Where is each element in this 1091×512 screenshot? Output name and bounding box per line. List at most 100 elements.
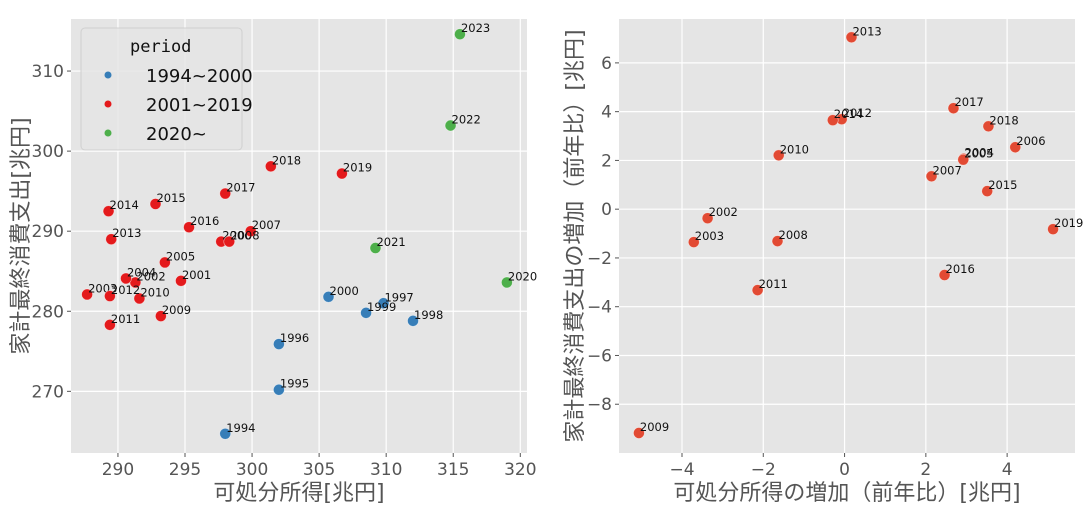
data-point-label: 2014 [110, 198, 139, 212]
data-point-label: 2020 [508, 269, 537, 283]
x-tick-label: 295 [169, 460, 201, 480]
right-scatter-plot: −4 −2 0 2 4 −8 −6 −4 −2 0 2 4 6 可処分所得の増加（前年比）[兆円] 家計最終… [563, 19, 1083, 506]
data-point [369, 242, 382, 254]
data-point-label: 2004 [965, 146, 994, 160]
data-point-label: 2005 [166, 249, 195, 263]
data-point-label: 2007 [933, 163, 962, 177]
data-point [175, 275, 187, 287]
x-tick-label: 2 [920, 460, 931, 480]
data-point [981, 185, 994, 197]
legend-marker [104, 71, 112, 79]
x-axis-label: 可処分所得[兆円] [213, 481, 384, 506]
x-tick-label: 305 [303, 460, 335, 480]
data-point-label: 2009 [162, 303, 191, 317]
data-point [1047, 223, 1059, 235]
legend-entry-label: 2020~ [146, 124, 207, 145]
data-point [104, 319, 116, 331]
data-point [771, 235, 784, 247]
y-tick-label: −4 [587, 298, 612, 318]
data-point [925, 170, 938, 183]
data-point-label: 2021 [376, 235, 405, 249]
data-point [687, 236, 700, 248]
data-point-label: 2001 [182, 268, 211, 282]
data-point-label: 2014 [834, 107, 863, 121]
y-axis-label: 家計最終消費支出[兆円] [9, 117, 34, 354]
data-point [444, 119, 457, 132]
data-point [407, 315, 419, 327]
series-2020~: 2020 2021 2022 2023 [369, 21, 537, 289]
data-point-label: 2018 [272, 153, 301, 167]
data-point-label: 1997 [384, 290, 413, 304]
data-point-label: 2015 [156, 191, 185, 205]
x-axis-ticks: −4 −2 0 2 4 [669, 453, 1013, 480]
data-point [454, 28, 466, 41]
y-tick-label: −8 [587, 395, 612, 415]
data-point [273, 383, 285, 396]
data-point [772, 149, 785, 162]
data-point-label: 2015 [988, 178, 1017, 192]
data-point-label: 2012 [843, 106, 872, 120]
data-point-label: 1996 [280, 331, 309, 345]
data-point [751, 284, 764, 296]
data-point [102, 205, 115, 217]
series-2001~2019: 2001200220032004200520062007200820092010… [81, 153, 372, 331]
legend-entry-label: 1994~2000 [146, 66, 253, 87]
data-point-label: 2000 [330, 284, 359, 298]
data-point-label: 2012 [111, 283, 140, 297]
data-point-label: 2007 [252, 218, 281, 232]
data-point-label: 2010 [780, 142, 809, 156]
data-point [219, 427, 232, 440]
y-tick-label: 270 [32, 382, 64, 402]
x-tick-label: 315 [437, 460, 469, 480]
y-axis-ticks: −8 −6 −4 −2 0 2 4 6 [587, 54, 619, 415]
data-point [501, 276, 513, 289]
data-point-label: 2016 [190, 214, 219, 228]
data-point-label: 2013 [112, 226, 141, 240]
data-point [81, 288, 93, 301]
plot-area [619, 19, 1075, 453]
data-point-label: 2002 [709, 205, 738, 219]
left-scatter-plot: 290 295 300 305 310 315 320270280290300310可処分所… [9, 19, 537, 506]
data-point [149, 198, 162, 210]
data-point [982, 120, 995, 133]
y-tick-label: −6 [587, 346, 612, 366]
x-tick-label: 300 [236, 460, 268, 480]
data-point-label: 2016 [946, 262, 975, 276]
y-tick-label: 290 [32, 222, 64, 242]
data-point-label: 2009 [640, 420, 669, 434]
data-point [104, 290, 116, 302]
data-point-label: 2008 [230, 229, 259, 243]
x-tick-label: 320 [504, 460, 536, 480]
legend-marker [104, 129, 112, 137]
data-point [105, 233, 118, 246]
x-tick-label: 310 [370, 460, 402, 480]
data-point [377, 297, 390, 310]
data-point-label: 2003 [695, 229, 724, 243]
data-point-label: 2010 [140, 285, 169, 299]
x-axis-ticks: 290 295 300 305 310 315 320 [102, 453, 537, 480]
y-tick-label: 0 [601, 200, 612, 220]
data-point-label: 2008 [779, 228, 808, 242]
x-tick-label: −4 [669, 460, 694, 480]
y-tick-label: 280 [32, 302, 64, 322]
y-tick-label: 310 [32, 62, 64, 82]
legend-entry-label: 2001~2019 [146, 95, 253, 116]
data-point [845, 31, 858, 44]
x-tick-label: −2 [751, 460, 776, 480]
data-point-label: 2002 [136, 269, 165, 283]
data-point-label: 2019 [343, 161, 372, 175]
data-point-label: 2019 [1054, 216, 1083, 230]
data-point-label: 1994 [226, 421, 255, 435]
data-point [938, 269, 951, 281]
data-point [1009, 141, 1022, 154]
legend: period 1994~2000 2001~2019 2020~ [80, 27, 253, 151]
data-point-label: 2006 [1016, 134, 1045, 148]
data-point-label: 1998 [414, 308, 443, 322]
data-point-label: 2017 [226, 181, 255, 195]
data-point [826, 114, 839, 126]
data-point [322, 291, 335, 303]
data-point [159, 256, 171, 269]
legend-title: period [130, 37, 191, 57]
